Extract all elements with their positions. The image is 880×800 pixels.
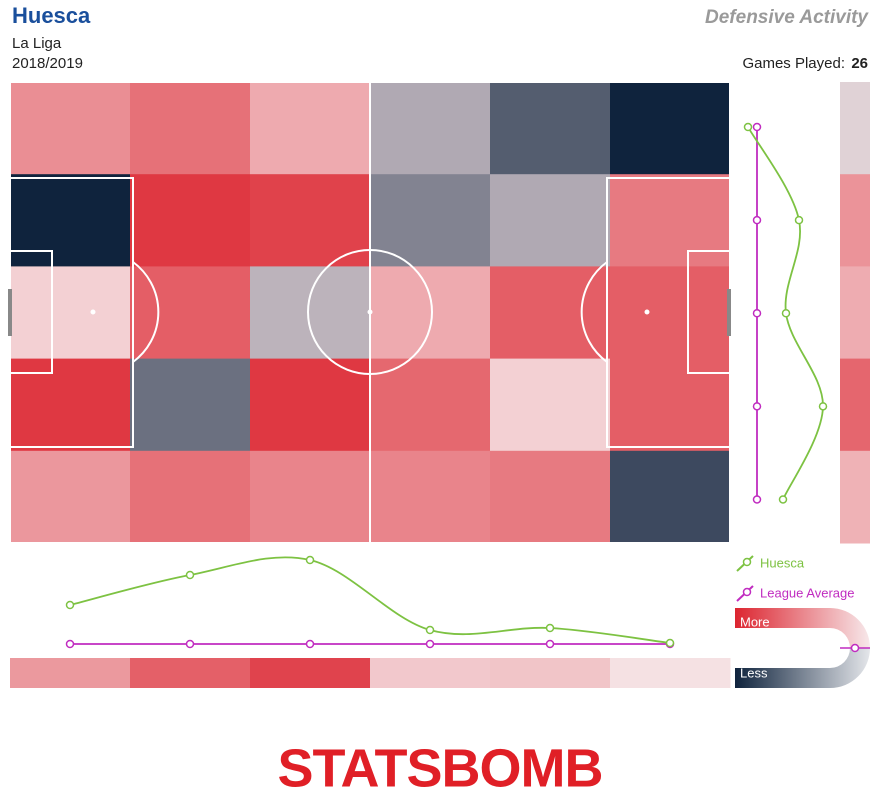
profile-point: [752, 122, 762, 132]
legend-label: Huesca: [760, 555, 805, 570]
row-strip: [840, 266, 870, 360]
column-strip: [610, 658, 731, 688]
page-title: Defensive Activity: [705, 7, 869, 28]
profile-point: [743, 122, 753, 132]
heat-cell: [370, 266, 490, 360]
heat-cell: [490, 82, 610, 175]
legend: Huesca League Average More Less: [735, 555, 870, 688]
profile-point: [65, 639, 75, 649]
heat-cell: [130, 82, 250, 175]
heat-cell: [10, 450, 130, 544]
heat-cell: [250, 82, 370, 175]
heat-cell: [610, 450, 730, 544]
profile-point: [185, 639, 195, 649]
profile-point: [425, 639, 435, 649]
heat-cell: [370, 174, 490, 267]
profile-point: [781, 308, 791, 318]
column-strip: [250, 658, 371, 688]
legend-more: More: [740, 614, 770, 629]
heat-cell: [610, 266, 730, 360]
heat-cell: [610, 358, 730, 452]
profile-point: [818, 402, 828, 411]
profile-point: [752, 402, 762, 411]
legend-label: League Average: [760, 585, 854, 600]
logo: STATSBOMB: [278, 738, 603, 798]
goal: [727, 289, 731, 336]
heat-cell: [130, 450, 250, 544]
row-strip: [840, 450, 870, 544]
profile-point: [425, 625, 435, 635]
profile-point: [185, 570, 195, 580]
heat-cell: [130, 358, 250, 452]
goal: [8, 289, 12, 336]
heat-cell: [610, 174, 730, 267]
profile-point: [752, 215, 762, 225]
profile-point: [305, 639, 315, 649]
row-strip: [840, 82, 870, 175]
heat-cell: [250, 358, 370, 452]
profile-point: [545, 623, 555, 633]
profile-point: [752, 308, 762, 318]
heat-cell: [490, 358, 610, 452]
heat-cell: [10, 266, 130, 360]
row-strip: [840, 358, 870, 452]
heat-cell: [130, 174, 250, 267]
games-value: 26: [851, 55, 868, 72]
season: 2018/2019: [12, 55, 83, 72]
profile-line: [69, 556, 671, 644]
profiles: [10, 82, 870, 688]
heat-cell: [490, 174, 610, 267]
heat-cell: [250, 266, 370, 360]
heat-cell: [370, 450, 490, 544]
heat-cell: [610, 82, 730, 175]
legend-less: Less: [740, 665, 768, 680]
profile-point: [794, 215, 804, 225]
profile-point: [545, 639, 555, 649]
row-strip: [840, 174, 870, 267]
column-strip: [370, 658, 491, 688]
games-label: Games Played:: [742, 55, 845, 72]
heat-cell: [370, 358, 490, 452]
heat-cell: [10, 358, 130, 452]
column-strip: [490, 658, 611, 688]
column-strip: [10, 658, 131, 688]
heat-cell: [370, 82, 490, 175]
profile-point: [65, 600, 75, 610]
league: La Liga: [12, 35, 62, 52]
heat-cell: [490, 450, 610, 544]
profile-point: [665, 638, 675, 648]
heat-cell: [250, 450, 370, 544]
profile-point: [305, 555, 315, 565]
profile-point: [778, 495, 788, 504]
heatmap: [10, 82, 730, 544]
column-strip: [130, 658, 251, 688]
profile-point: [752, 495, 762, 504]
team-name: Huesca: [12, 3, 91, 28]
heat-cell: [10, 82, 130, 175]
heat-cell: [10, 174, 130, 267]
heat-cell: [250, 174, 370, 267]
